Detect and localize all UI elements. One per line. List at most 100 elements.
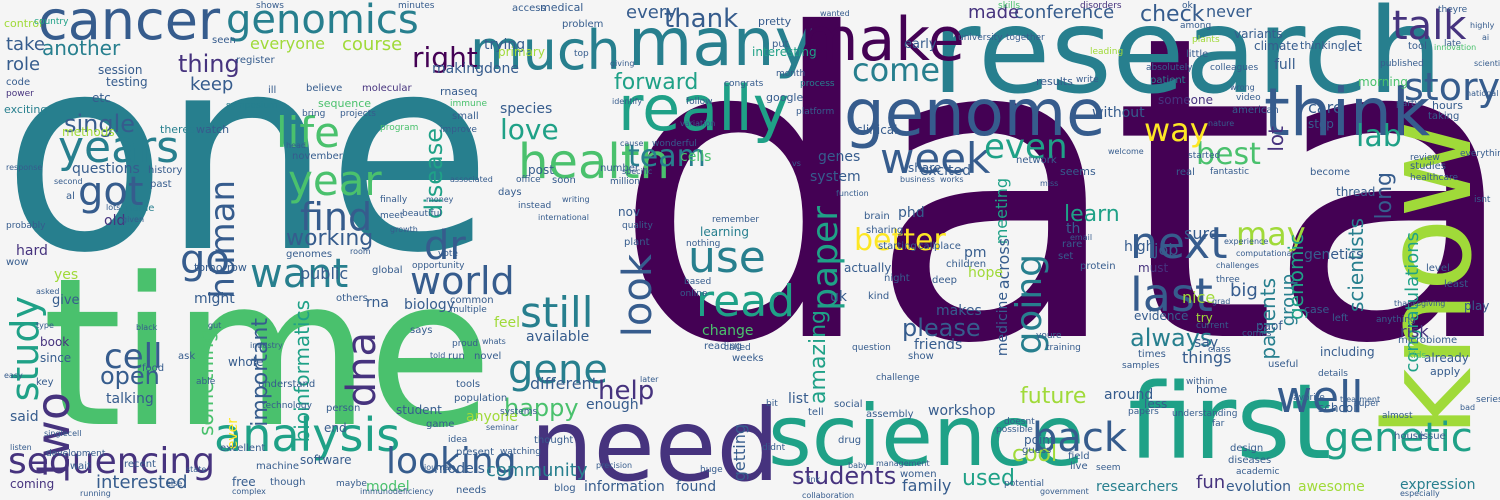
word-post: post [528,163,554,177]
word-without: without [1092,105,1145,121]
word-need: need [530,387,780,500]
word-use: use [688,232,766,283]
word-projects: projects [340,109,376,119]
word-makes: makes [936,303,982,319]
word-whats: whats [482,337,506,346]
word-class: class [1208,345,1231,355]
word-much: much [470,19,621,82]
word-past: past [150,179,172,190]
word-say: say [1194,335,1219,351]
word-family: family [902,476,952,495]
word-problem: problem [562,19,604,30]
word-climate: climate [1254,39,1299,53]
word-lot: lot [1264,126,1288,152]
word-machine: machine [256,461,299,472]
word-never: never [1206,2,1252,21]
word-money: money [426,195,454,204]
word-baby: baby [848,461,868,470]
word-miss: miss [1040,179,1059,188]
word-series: series [1476,395,1500,405]
word-november: november [292,151,343,162]
word-based: based [684,277,712,287]
word-said: said [10,409,39,425]
word-easy: easy [4,371,23,380]
word-beautiful: beautiful [402,209,442,219]
word-learning: learning [700,225,749,239]
word-show: show [908,351,934,362]
word-story: story [1404,65,1500,109]
word-scientists: scientists [1344,218,1368,313]
word-late: late [1444,39,1462,49]
word-medical: medical [540,1,584,14]
word-rnaseq: rnaseq [440,85,478,98]
word-apply: apply [1430,365,1461,378]
word-given: given [122,215,145,224]
word-innovation: innovation [1434,43,1477,52]
word-place: place [934,241,961,252]
word-home: home [1196,383,1228,396]
word-nothing: nothing [686,239,721,249]
word-high: high [1124,239,1155,255]
word-weeks: weeks [732,353,764,364]
word-pretty: pretty [758,15,792,28]
word-listen: listen [10,443,32,452]
word-scientific: scientific [1474,59,1500,68]
word-among: among [1180,21,1212,31]
word-want: want [250,251,349,297]
word-seem: seem [1096,463,1121,473]
word-looking: looking [386,441,517,482]
word-please: please [902,314,981,342]
word-bioinformatics: bioinformatics [290,300,314,443]
word-share: share [908,161,942,175]
word-asked: asked [36,287,60,296]
word-watching: watching [500,447,541,457]
word-thing: thing [178,50,240,78]
word-immunodeficiency: immunodeficiency [360,487,434,496]
word-precision: precision [596,461,633,470]
word-maybe: maybe [336,479,367,489]
word-highly: highly [1470,21,1495,30]
word-wait: wait [70,461,92,472]
word-case: case [1304,303,1330,316]
word-didnt: didnt [762,443,786,453]
word-quality: quality [622,221,653,231]
word-different: different [530,374,598,393]
word-vs: vs [792,159,801,168]
word-thread: thread [1336,185,1376,199]
word-started: started [1188,151,1221,161]
word-across: across [994,238,1013,290]
word-trying: trying [484,37,526,53]
word-try: try [1196,311,1213,325]
word-better: better [854,223,946,258]
word-science: science [768,387,1085,485]
word-wrong: wrong [1230,83,1255,92]
word-second: second [54,177,83,186]
word-possible: possible [996,425,1033,435]
word-disease: disease [420,128,448,220]
word-last: last [1130,268,1213,322]
word-comes: comes [1242,329,1272,339]
word-expression: expression [1400,477,1476,493]
word-state: state [186,465,207,474]
word-things: things [1182,348,1232,367]
word-office: office [516,175,541,185]
word-someone: someone [1158,93,1213,107]
word-complex: complex [232,487,266,496]
word-clinical: clinical [856,123,898,137]
word-analysis: analysis [214,408,401,462]
word-play: play [1464,299,1490,313]
word-world: world [410,259,515,303]
word-key: key [36,377,54,388]
word-one: one [2,0,492,312]
word-drug: drug [838,435,862,446]
word-genes: genes [818,149,861,165]
word-made: made [968,2,1020,23]
word-excellent: excellent [220,443,266,454]
word-data: data [612,0,1500,436]
word-back: back [1032,415,1128,461]
word-genome: genome [844,77,1106,151]
word-real: real [1176,167,1195,178]
word-actually: actually [844,261,892,275]
word-years: years [58,122,180,173]
word-primary: primary [498,45,545,59]
